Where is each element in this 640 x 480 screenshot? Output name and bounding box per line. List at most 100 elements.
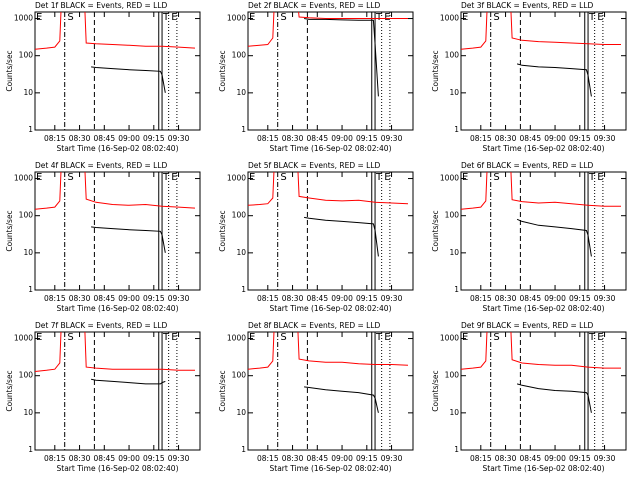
- x-tick-label: 08:15: [44, 134, 66, 143]
- y-tick-label: 1000: [14, 14, 33, 23]
- y-axis-label: Counts/sec: [431, 50, 440, 91]
- plot-frame: [247, 11, 414, 131]
- data-line: [35, 332, 195, 372]
- y-tick-label: 10: [236, 408, 246, 417]
- x-tick-label: 09:30: [594, 134, 616, 143]
- y-axis-label: Counts/sec: [5, 370, 14, 411]
- y-tick-label: 1: [454, 125, 459, 134]
- annotation: T: [588, 332, 596, 343]
- y-tick-label: 1000: [227, 334, 246, 343]
- x-tick-label: 08:45: [306, 294, 328, 303]
- chart-title: Det 4f BLACK = Events, RED = LLD: [35, 161, 168, 170]
- panel: Det 6f BLACK = Events, RED = LLD Counts/s…: [431, 161, 627, 313]
- annotation: E: [249, 12, 255, 23]
- x-tick-label: 09:00: [331, 454, 353, 463]
- y-tick-label: 1000: [227, 14, 246, 23]
- data-line: [461, 332, 621, 370]
- chart-title: Det 2f BLACK = Events, RED = LLD: [248, 1, 381, 10]
- plot-frame: [460, 331, 627, 451]
- x-tick-label: 08:30: [69, 294, 91, 303]
- x-tick-label: 08:30: [495, 134, 517, 143]
- data-line: [248, 332, 409, 370]
- x-tick-label: 09:30: [594, 454, 616, 463]
- x-tick-label: 09:00: [118, 454, 140, 463]
- y-tick-label: 1: [28, 445, 33, 454]
- data-line: [461, 172, 621, 210]
- annotation: E: [384, 172, 390, 183]
- panel: Det 5f BLACK = Events, RED = LLD Counts/s…: [218, 161, 414, 313]
- data-line: [35, 172, 196, 210]
- annotation: E: [462, 332, 468, 343]
- annotation: T: [375, 172, 383, 183]
- x-axis-label: Start Time (16-Sep-02 08:02:40): [57, 144, 179, 153]
- y-tick-label: 1: [241, 125, 246, 134]
- plot-frame: [34, 11, 201, 131]
- chart-title: Det 1f BLACK = Events, RED = LLD: [35, 1, 168, 10]
- x-tick-label: 08:15: [257, 134, 279, 143]
- y-axis-label: Counts/sec: [5, 210, 14, 251]
- annotation: T: [162, 12, 170, 23]
- data-line: [304, 386, 379, 413]
- annotation: E: [249, 332, 255, 343]
- annotation: E: [36, 332, 42, 343]
- y-tick-label: 1000: [440, 174, 459, 183]
- x-tick-label: 08:45: [93, 454, 115, 463]
- y-tick-label: 100: [19, 51, 34, 60]
- panel: Det 3f BLACK = Events, RED = LLD Counts/s…: [431, 1, 627, 153]
- y-tick-label: 10: [23, 248, 33, 257]
- x-tick-label: 09:15: [356, 134, 378, 143]
- chart-title: Det 9f BLACK = Events, RED = LLD: [461, 321, 594, 330]
- x-tick-label: 08:45: [519, 454, 541, 463]
- plot-frame: [34, 331, 201, 451]
- x-tick-label: 08:15: [470, 134, 492, 143]
- y-tick-label: 1: [241, 285, 246, 294]
- y-tick-label: 100: [445, 51, 460, 60]
- panel: Det 8f BLACK = Events, RED = LLD Counts/s…: [218, 321, 414, 473]
- x-tick-label: 09:15: [569, 294, 591, 303]
- annotation: T: [375, 332, 383, 343]
- annotation: E: [384, 332, 390, 343]
- x-tick-label: 09:15: [143, 134, 165, 143]
- y-axis-label: Counts/sec: [431, 370, 440, 411]
- plot-frame: [460, 171, 627, 291]
- annotation: E: [36, 12, 42, 23]
- data-line: [461, 12, 621, 50]
- x-axis-label: Start Time (16-Sep-02 08:02:40): [270, 144, 392, 153]
- x-axis-label: Start Time (16-Sep-02 08:02:40): [483, 464, 605, 473]
- y-tick-label: 1: [241, 445, 246, 454]
- annotation: S: [280, 332, 286, 343]
- x-tick-label: 08:30: [282, 454, 304, 463]
- y-tick-label: 10: [449, 88, 459, 97]
- x-tick-label: 09:00: [331, 134, 353, 143]
- annotation: T: [588, 12, 596, 23]
- x-tick-label: 08:30: [282, 134, 304, 143]
- x-tick-label: 09:30: [594, 294, 616, 303]
- annotation: E: [36, 172, 42, 183]
- x-tick-label: 09:15: [569, 134, 591, 143]
- plot-frame: [247, 331, 414, 451]
- x-tick-label: 08:30: [282, 294, 304, 303]
- data-line: [516, 218, 592, 257]
- data-line: [248, 12, 408, 47]
- annotation: E: [249, 172, 255, 183]
- y-tick-label: 1: [28, 125, 33, 134]
- data-line: [304, 18, 379, 97]
- annotation: S: [280, 12, 286, 23]
- data-line: [304, 216, 379, 257]
- panel: Det 4f BLACK = Events, RED = LLD Counts/s…: [5, 161, 201, 313]
- y-axis-label: Counts/sec: [218, 210, 227, 251]
- data-line: [91, 66, 166, 93]
- y-tick-label: 10: [23, 88, 33, 97]
- y-axis-label: Counts/sec: [5, 50, 14, 91]
- chart-title: Det 8f BLACK = Events, RED = LLD: [248, 321, 381, 330]
- x-tick-label: 09:15: [143, 294, 165, 303]
- y-tick-label: 10: [449, 248, 459, 257]
- annotation: E: [171, 332, 177, 343]
- plot-frame: [34, 171, 201, 291]
- y-axis-label: Counts/sec: [218, 50, 227, 91]
- x-tick-label: 08:45: [519, 134, 541, 143]
- panel: Det 7f BLACK = Events, RED = LLD Counts/s…: [5, 321, 201, 473]
- annotation: S: [67, 332, 73, 343]
- x-tick-label: 08:15: [470, 294, 492, 303]
- x-tick-label: 08:15: [257, 454, 279, 463]
